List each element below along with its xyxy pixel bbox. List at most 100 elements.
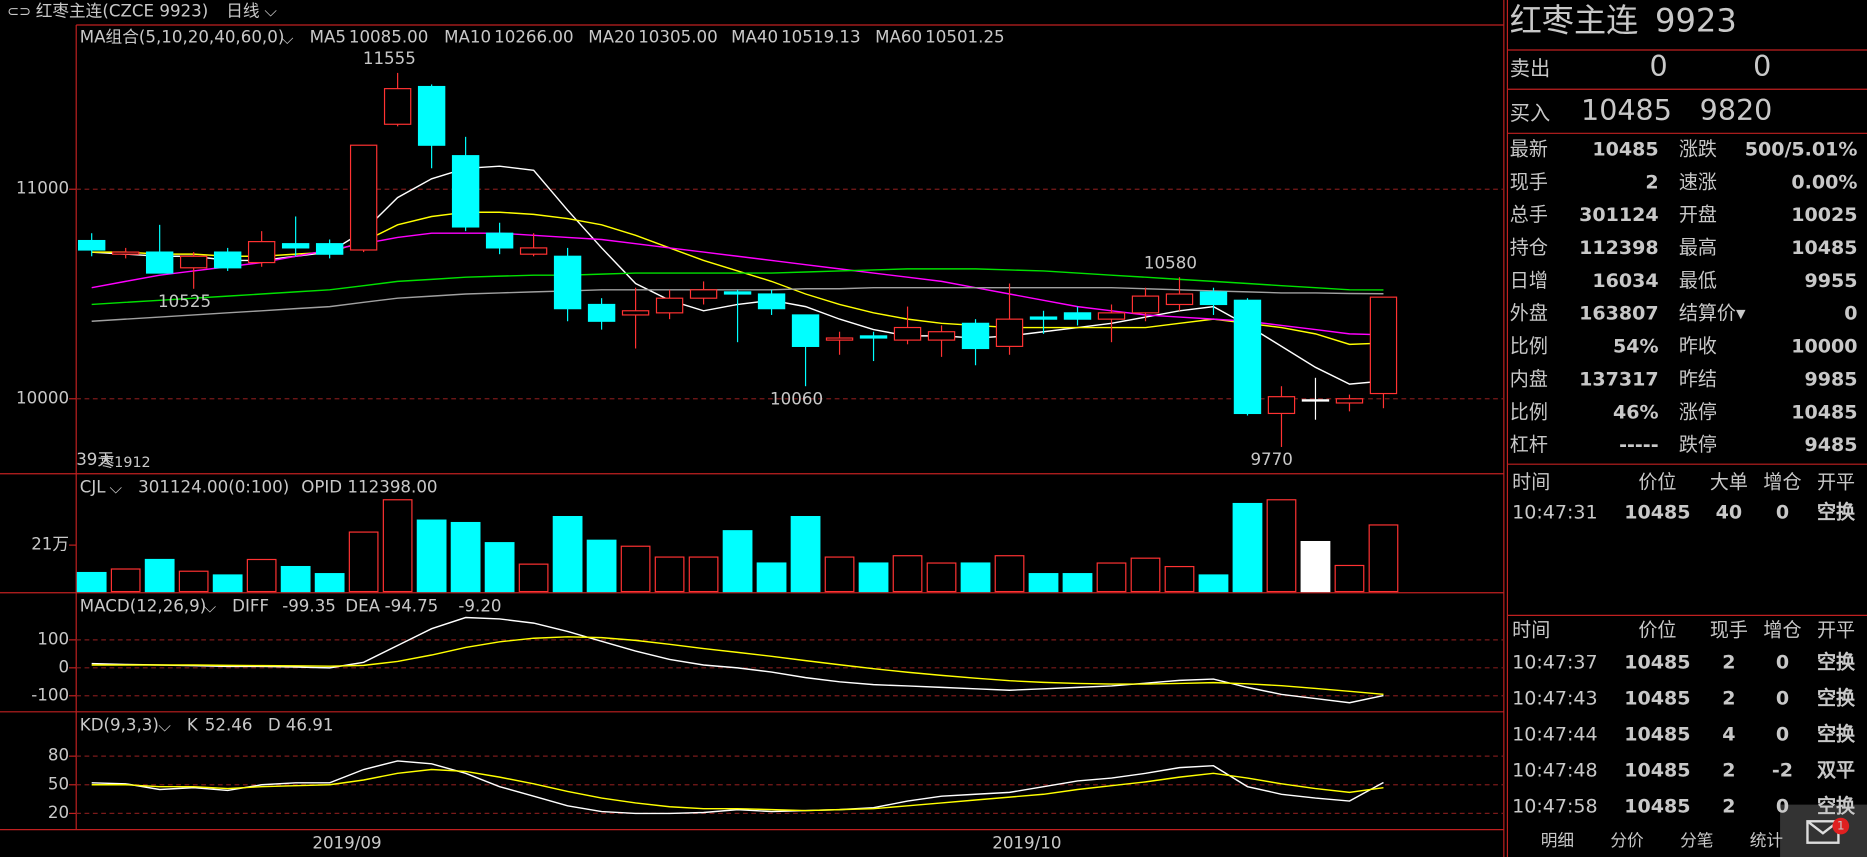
trade-cell: 10:47:37 — [1512, 651, 1597, 673]
volume-bar — [824, 556, 855, 593]
trade-cell: 2 — [1722, 795, 1735, 817]
legend-value: 10085.00 — [349, 28, 428, 47]
volume-bar — [1062, 573, 1093, 593]
candle-body — [1165, 293, 1194, 306]
stat-value: 10485 — [1791, 401, 1857, 423]
candle-body — [859, 335, 888, 339]
candle-body — [315, 243, 344, 255]
legend-name: D — [268, 716, 281, 735]
column-header: 现手 — [1710, 619, 1748, 641]
volume-bar — [1334, 564, 1365, 593]
stat-label: 结算价▾ — [1679, 303, 1746, 325]
stat-value: 9985 — [1804, 368, 1857, 390]
trade-cell: -2 — [1772, 759, 1793, 781]
candle-body — [213, 251, 242, 269]
candle-body — [791, 314, 820, 347]
stat-value: 0 — [1844, 303, 1857, 325]
candle-body — [893, 326, 922, 341]
candle-body — [1233, 299, 1262, 415]
tab[interactable]: 统计 — [1750, 831, 1783, 850]
trade-cell: 2 — [1722, 687, 1735, 709]
candle-body — [451, 155, 480, 228]
candle-body — [553, 255, 582, 310]
volume-bar — [1232, 502, 1263, 593]
stat-value: 9955 — [1804, 270, 1857, 292]
trade-cell: 双平 — [1817, 759, 1855, 781]
stat-label: 内盘 — [1510, 368, 1548, 390]
volume-bar — [1164, 565, 1195, 593]
volume-bar — [144, 558, 175, 593]
stat-label: 涨跌 — [1679, 138, 1717, 160]
indicator-title: CJL — [80, 478, 107, 497]
stat-label: 比例 — [1510, 401, 1548, 423]
candle-body — [1199, 291, 1228, 306]
trade-cell: 10:47:31 — [1512, 502, 1597, 524]
period-selector[interactable]: 日线 — [226, 1, 260, 20]
mail-button[interactable] — [1780, 804, 1867, 857]
volume-bar — [892, 555, 923, 593]
volume-bar — [1096, 562, 1127, 593]
trade-cell: 10485 — [1624, 651, 1690, 673]
candle-body — [757, 293, 786, 310]
stat-label: 持仓 — [1510, 237, 1548, 259]
volume-bar — [416, 519, 447, 593]
volume-bar — [586, 539, 617, 593]
price-annotation: 9770 — [1250, 450, 1292, 469]
volume-bar — [1266, 499, 1297, 593]
legend-name: MA40 — [731, 28, 778, 47]
volume-bar — [1028, 573, 1059, 593]
y-tick-label: 50 — [48, 774, 69, 793]
candle-body — [1301, 399, 1330, 402]
candle-body — [145, 251, 174, 274]
stat-label: 涨停 — [1679, 401, 1717, 423]
volume-bar — [212, 574, 243, 593]
volume-bar — [110, 568, 141, 593]
macd-value: -9.20 — [458, 597, 501, 616]
period-dropdown[interactable]: ⌵ — [264, 1, 277, 20]
tab[interactable]: 分价 — [1610, 831, 1644, 850]
volume-bar — [450, 521, 481, 593]
tab[interactable]: 明细 — [1541, 831, 1574, 850]
legend-value: 10519.13 — [781, 28, 860, 47]
stat-value: 46% — [1613, 401, 1659, 423]
volume-bar — [314, 573, 345, 593]
candle-body — [281, 243, 310, 249]
stat-label: 杠杆 — [1510, 434, 1548, 456]
legend-name: K — [187, 716, 199, 735]
stat-value: 54% — [1613, 336, 1659, 358]
stat-label: 速涨 — [1679, 171, 1717, 193]
column-header: 增仓 — [1763, 472, 1801, 494]
buy-price: 10485 — [1581, 93, 1672, 127]
trade-cell: 空换 — [1817, 686, 1856, 709]
x-tick-label: 2019/09 — [312, 833, 381, 852]
buy-label: 买入 — [1510, 101, 1550, 125]
price-annotation: 10525 — [158, 292, 211, 311]
stat-value: 0.00% — [1791, 171, 1857, 193]
trade-cell: 0 — [1776, 723, 1789, 745]
candle-body — [519, 247, 548, 255]
volume-bar — [382, 499, 413, 593]
trade-cell: 10485 — [1624, 687, 1690, 709]
link-icon[interactable]: ⊂⊃ — [7, 4, 31, 20]
notification-badge — [1832, 817, 1850, 835]
candle-body — [485, 232, 514, 249]
trade-cell: 空换 — [1817, 501, 1856, 524]
trade-cell: 2 — [1722, 759, 1735, 781]
volume-bar — [518, 563, 549, 593]
indicator-title: MA组合(5,10,20,40,60,0) — [80, 28, 285, 47]
tab[interactable]: 分笔 — [1680, 831, 1713, 850]
stat-value: 16034 — [1592, 270, 1658, 292]
price-annotation: 11555 — [363, 49, 416, 68]
indicator-line — [91, 636, 1384, 696]
candle-body — [723, 291, 752, 295]
stat-value: 9485 — [1804, 434, 1857, 456]
candle-body — [1369, 296, 1398, 395]
candle-body — [995, 318, 1024, 347]
legend-value: 46.91 — [286, 716, 334, 735]
column-header: 大单 — [1710, 472, 1748, 494]
trade-cell: 4 — [1722, 723, 1735, 745]
indicator-line — [91, 268, 1384, 306]
stat-label: 最高 — [1679, 237, 1717, 259]
column-header: 价位 — [1638, 619, 1676, 641]
legend-value: 52.46 — [205, 716, 253, 735]
